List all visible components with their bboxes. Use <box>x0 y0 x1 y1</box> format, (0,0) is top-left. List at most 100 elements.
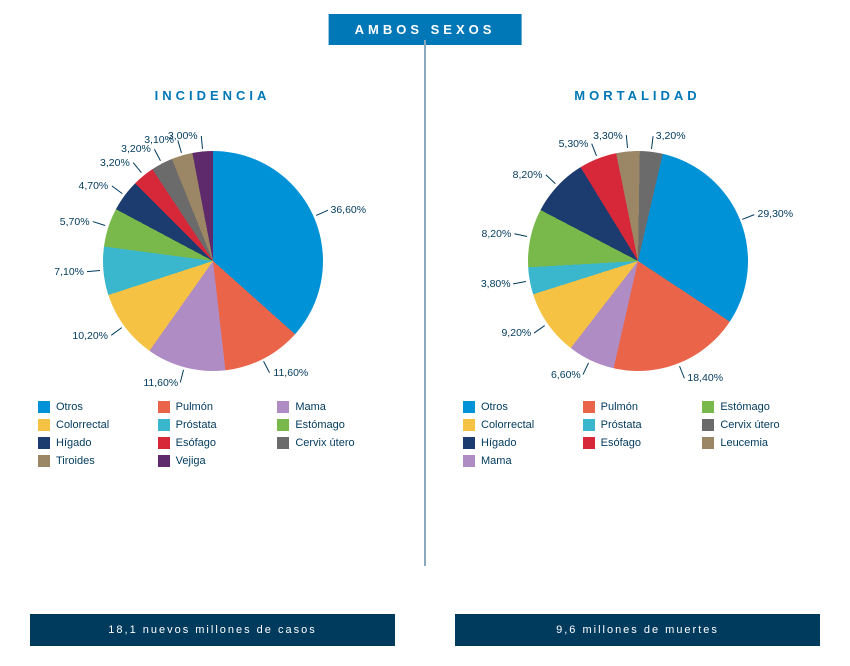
slice-label: 8,20% <box>513 169 543 181</box>
page: AMBOS SEXOS INCIDENCIA 36,60%11,60%11,60… <box>0 0 850 666</box>
slice-tick <box>513 281 526 284</box>
legend-swatch <box>583 401 595 413</box>
legend-item: Tiroides <box>38 455 148 467</box>
legend-swatch <box>463 437 475 449</box>
legend-swatch <box>463 401 475 413</box>
legend-label: Otros <box>56 401 83 413</box>
slice-label: 6,60% <box>551 369 581 381</box>
legend-label: Cervix útero <box>295 437 354 449</box>
legend-swatch <box>38 419 50 431</box>
slice-tick <box>626 135 628 148</box>
slice-tick <box>93 221 106 226</box>
pie-incidencia <box>103 151 323 371</box>
slice-tick <box>534 325 545 333</box>
legend-swatch <box>277 401 289 413</box>
col-incidencia: INCIDENCIA 36,60% 11,60% 11,60% 10,20% 7,10%… <box>0 60 425 666</box>
slice-label: 8,20% <box>482 228 512 240</box>
legend-swatch <box>38 455 50 467</box>
chart-zone-mortalidad: 29,30%18,40%6,60%9,20%3,80%8,20%8,20%5,3… <box>455 113 820 383</box>
legend-label: Estómago <box>720 401 770 413</box>
legend-item: Mama <box>463 455 573 467</box>
legend-swatch <box>158 455 170 467</box>
slice-label: 3,80% <box>481 278 511 290</box>
title-incidencia: INCIDENCIA <box>30 88 395 103</box>
legend-swatch <box>583 437 595 449</box>
legend-label: Pulmón <box>601 401 638 413</box>
legend-label: Hígado <box>56 437 91 449</box>
slice-tick <box>154 149 161 161</box>
slice-label: 7,10% <box>54 266 84 278</box>
legend-label: Vejiga <box>176 455 206 467</box>
legend-item: Hígado <box>38 437 148 449</box>
slice-label: 29,30% <box>758 208 794 220</box>
slice-tick <box>133 163 142 174</box>
slice-label: 3,30% <box>593 130 623 142</box>
legend-item: Próstata <box>158 419 268 431</box>
slice-tick <box>177 140 182 153</box>
slice-label: 3,20% <box>100 157 130 169</box>
slice-tick <box>264 361 271 373</box>
slice-label: 5,30% <box>559 138 589 150</box>
slice-label: 11,60% <box>273 367 308 379</box>
legend-item: Vejiga <box>158 455 268 467</box>
legend-incidencia: Otros Pulmón Mama Colorrectal Próstata Estóma… <box>30 401 395 467</box>
slice-tick <box>742 214 754 220</box>
slice-tick <box>201 135 203 148</box>
legend-item: Estómago <box>277 419 387 431</box>
legend-label: Colorrectal <box>56 419 109 431</box>
legend-swatch <box>583 419 595 431</box>
col-mortalidad: MORTALIDAD 29,30%18,40%6,60%9,20%3,80%8,… <box>425 60 850 666</box>
legend-swatch <box>158 437 170 449</box>
legend-item: Hígado <box>463 437 573 449</box>
legend-label: Pulmón <box>176 401 213 413</box>
columns: INCIDENCIA 36,60% 11,60% 11,60% 10,20% 7,10%… <box>0 60 850 666</box>
legend-label: Leucemia <box>720 437 768 449</box>
legend-swatch <box>463 455 475 467</box>
legend-item: Próstata <box>583 419 693 431</box>
slice-tick <box>514 233 527 237</box>
slice-tick <box>583 363 589 375</box>
slice-label: 9,20% <box>501 327 531 339</box>
legend-swatch <box>158 401 170 413</box>
slice-label: 5,70% <box>60 216 90 228</box>
legend-swatch <box>158 419 170 431</box>
legend-swatch <box>702 437 714 449</box>
slice-label: 36,60% <box>330 204 366 216</box>
slice-tick <box>591 143 597 155</box>
slice-label: 10,20% <box>72 330 108 342</box>
legend-swatch <box>463 419 475 431</box>
title-mortalidad: MORTALIDAD <box>455 88 820 103</box>
footer-incidencia: 18,1 nuevos millones de casos <box>30 614 395 646</box>
legend-label: Cervix útero <box>720 419 779 431</box>
legend-item: Colorrectal <box>463 419 573 431</box>
legend-item: Leucemia <box>702 437 812 449</box>
legend-label: Próstata <box>176 419 217 431</box>
footer-mortalidad: 9,6 millones de muertes <box>455 614 820 646</box>
legend-item: Otros <box>463 401 573 413</box>
legend-label: Esófago <box>176 437 216 449</box>
legend-item: Cervix útero <box>702 419 812 431</box>
legend-swatch <box>38 437 50 449</box>
chart-zone-incidencia: 36,60%11,60%11,60%10,20%7,10%5,70%4,70%3… <box>30 113 395 383</box>
legend-item: Esófago <box>158 437 268 449</box>
slice-tick <box>111 185 122 194</box>
legend-item: Pulmón <box>583 401 693 413</box>
legend-swatch <box>702 401 714 413</box>
legend-swatch <box>702 419 714 431</box>
pie-mortalidad <box>528 151 748 371</box>
legend-item: Pulmón <box>158 401 268 413</box>
legend-item: Mama <box>277 401 387 413</box>
legend-item: Cervix útero <box>277 437 387 449</box>
legend-swatch <box>277 419 289 431</box>
legend-swatch <box>38 401 50 413</box>
legend-label: Mama <box>481 455 512 467</box>
legend-label: Tiroides <box>56 455 95 467</box>
slice-label: 3,00% <box>168 130 198 142</box>
slice-label: 11,60% <box>143 377 178 389</box>
legend-mortalidad: Otros Pulmón Estómago Colorrectal Próstata Ce… <box>455 401 820 467</box>
legend-label: Colorrectal <box>481 419 534 431</box>
slice-tick <box>180 370 184 383</box>
slice-label: 3,20% <box>656 130 686 142</box>
legend-label: Otros <box>481 401 508 413</box>
slice-tick <box>545 174 555 184</box>
